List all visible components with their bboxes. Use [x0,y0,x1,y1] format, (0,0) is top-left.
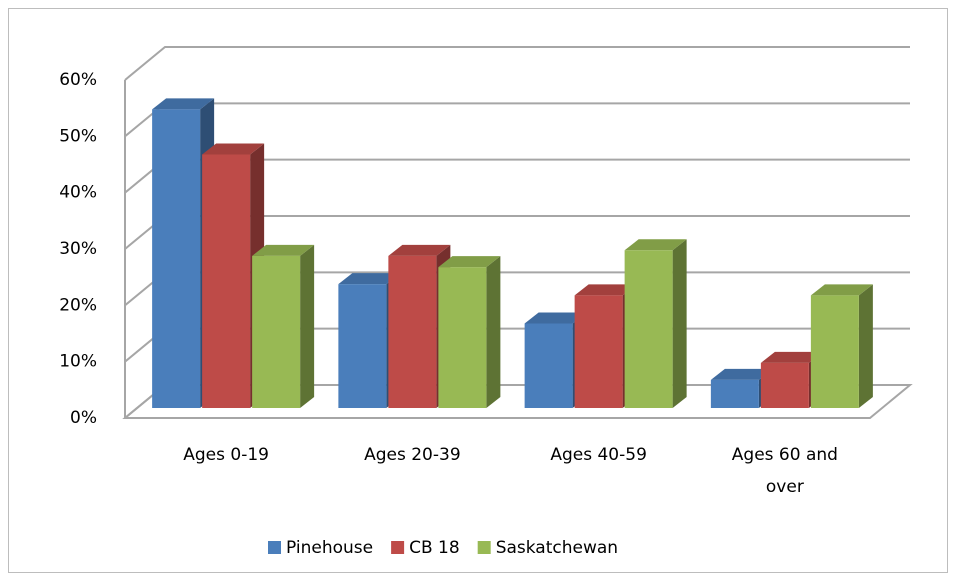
bar-face [574,295,623,408]
bar-face [202,154,251,408]
y-tick-label: 10% [59,352,97,372]
legend-swatch [268,541,281,554]
bar-face [338,273,401,285]
bar-face [388,244,451,256]
x-tick-label: Ages 0-19 [183,445,269,465]
bar [624,239,687,408]
y-tick-label: 0% [70,408,97,428]
y-tick-label: 60% [59,70,97,90]
bar-face [438,267,487,408]
bar-face [858,284,873,408]
bar-face [574,284,637,296]
bar-face [202,143,265,155]
legend-swatch [477,541,491,554]
x-tick-label: Ages 40-59 [550,445,647,465]
x-tick-label: Ages 20-39 [364,445,461,465]
bar-face [624,239,687,251]
bar-face [438,256,501,268]
bar-face [710,379,759,408]
bar [810,284,873,408]
bar-face [252,244,315,256]
bar-face [710,368,773,380]
legend-label: CB 18 [409,538,460,558]
bar-face [810,284,873,296]
bar-face [152,98,215,110]
y-tick-label: 20% [59,295,97,315]
bar-face [672,239,687,408]
legend-label: Saskatchewan [496,538,618,558]
y-tick-label: 30% [59,239,97,259]
bar-face [152,109,201,408]
y-tick-label: 40% [59,183,97,203]
bar-face [388,255,437,408]
x-tick-label: Ages 60 and over [732,445,838,497]
bar-face [760,351,823,363]
bar [252,244,315,408]
bar-face [486,256,501,408]
legend-label: Pinehouse [286,538,373,558]
y-tick-label: 50% [59,126,97,146]
grid-line [124,46,910,81]
bar-face [624,250,673,408]
bar-face [252,255,301,408]
bar-face [760,362,809,408]
bar-face [338,284,387,408]
bar-face [810,295,859,408]
bar-face [524,323,573,408]
legend-swatch [391,541,405,554]
bar [438,256,501,408]
bar-face [300,244,315,408]
bar-face [524,312,587,324]
